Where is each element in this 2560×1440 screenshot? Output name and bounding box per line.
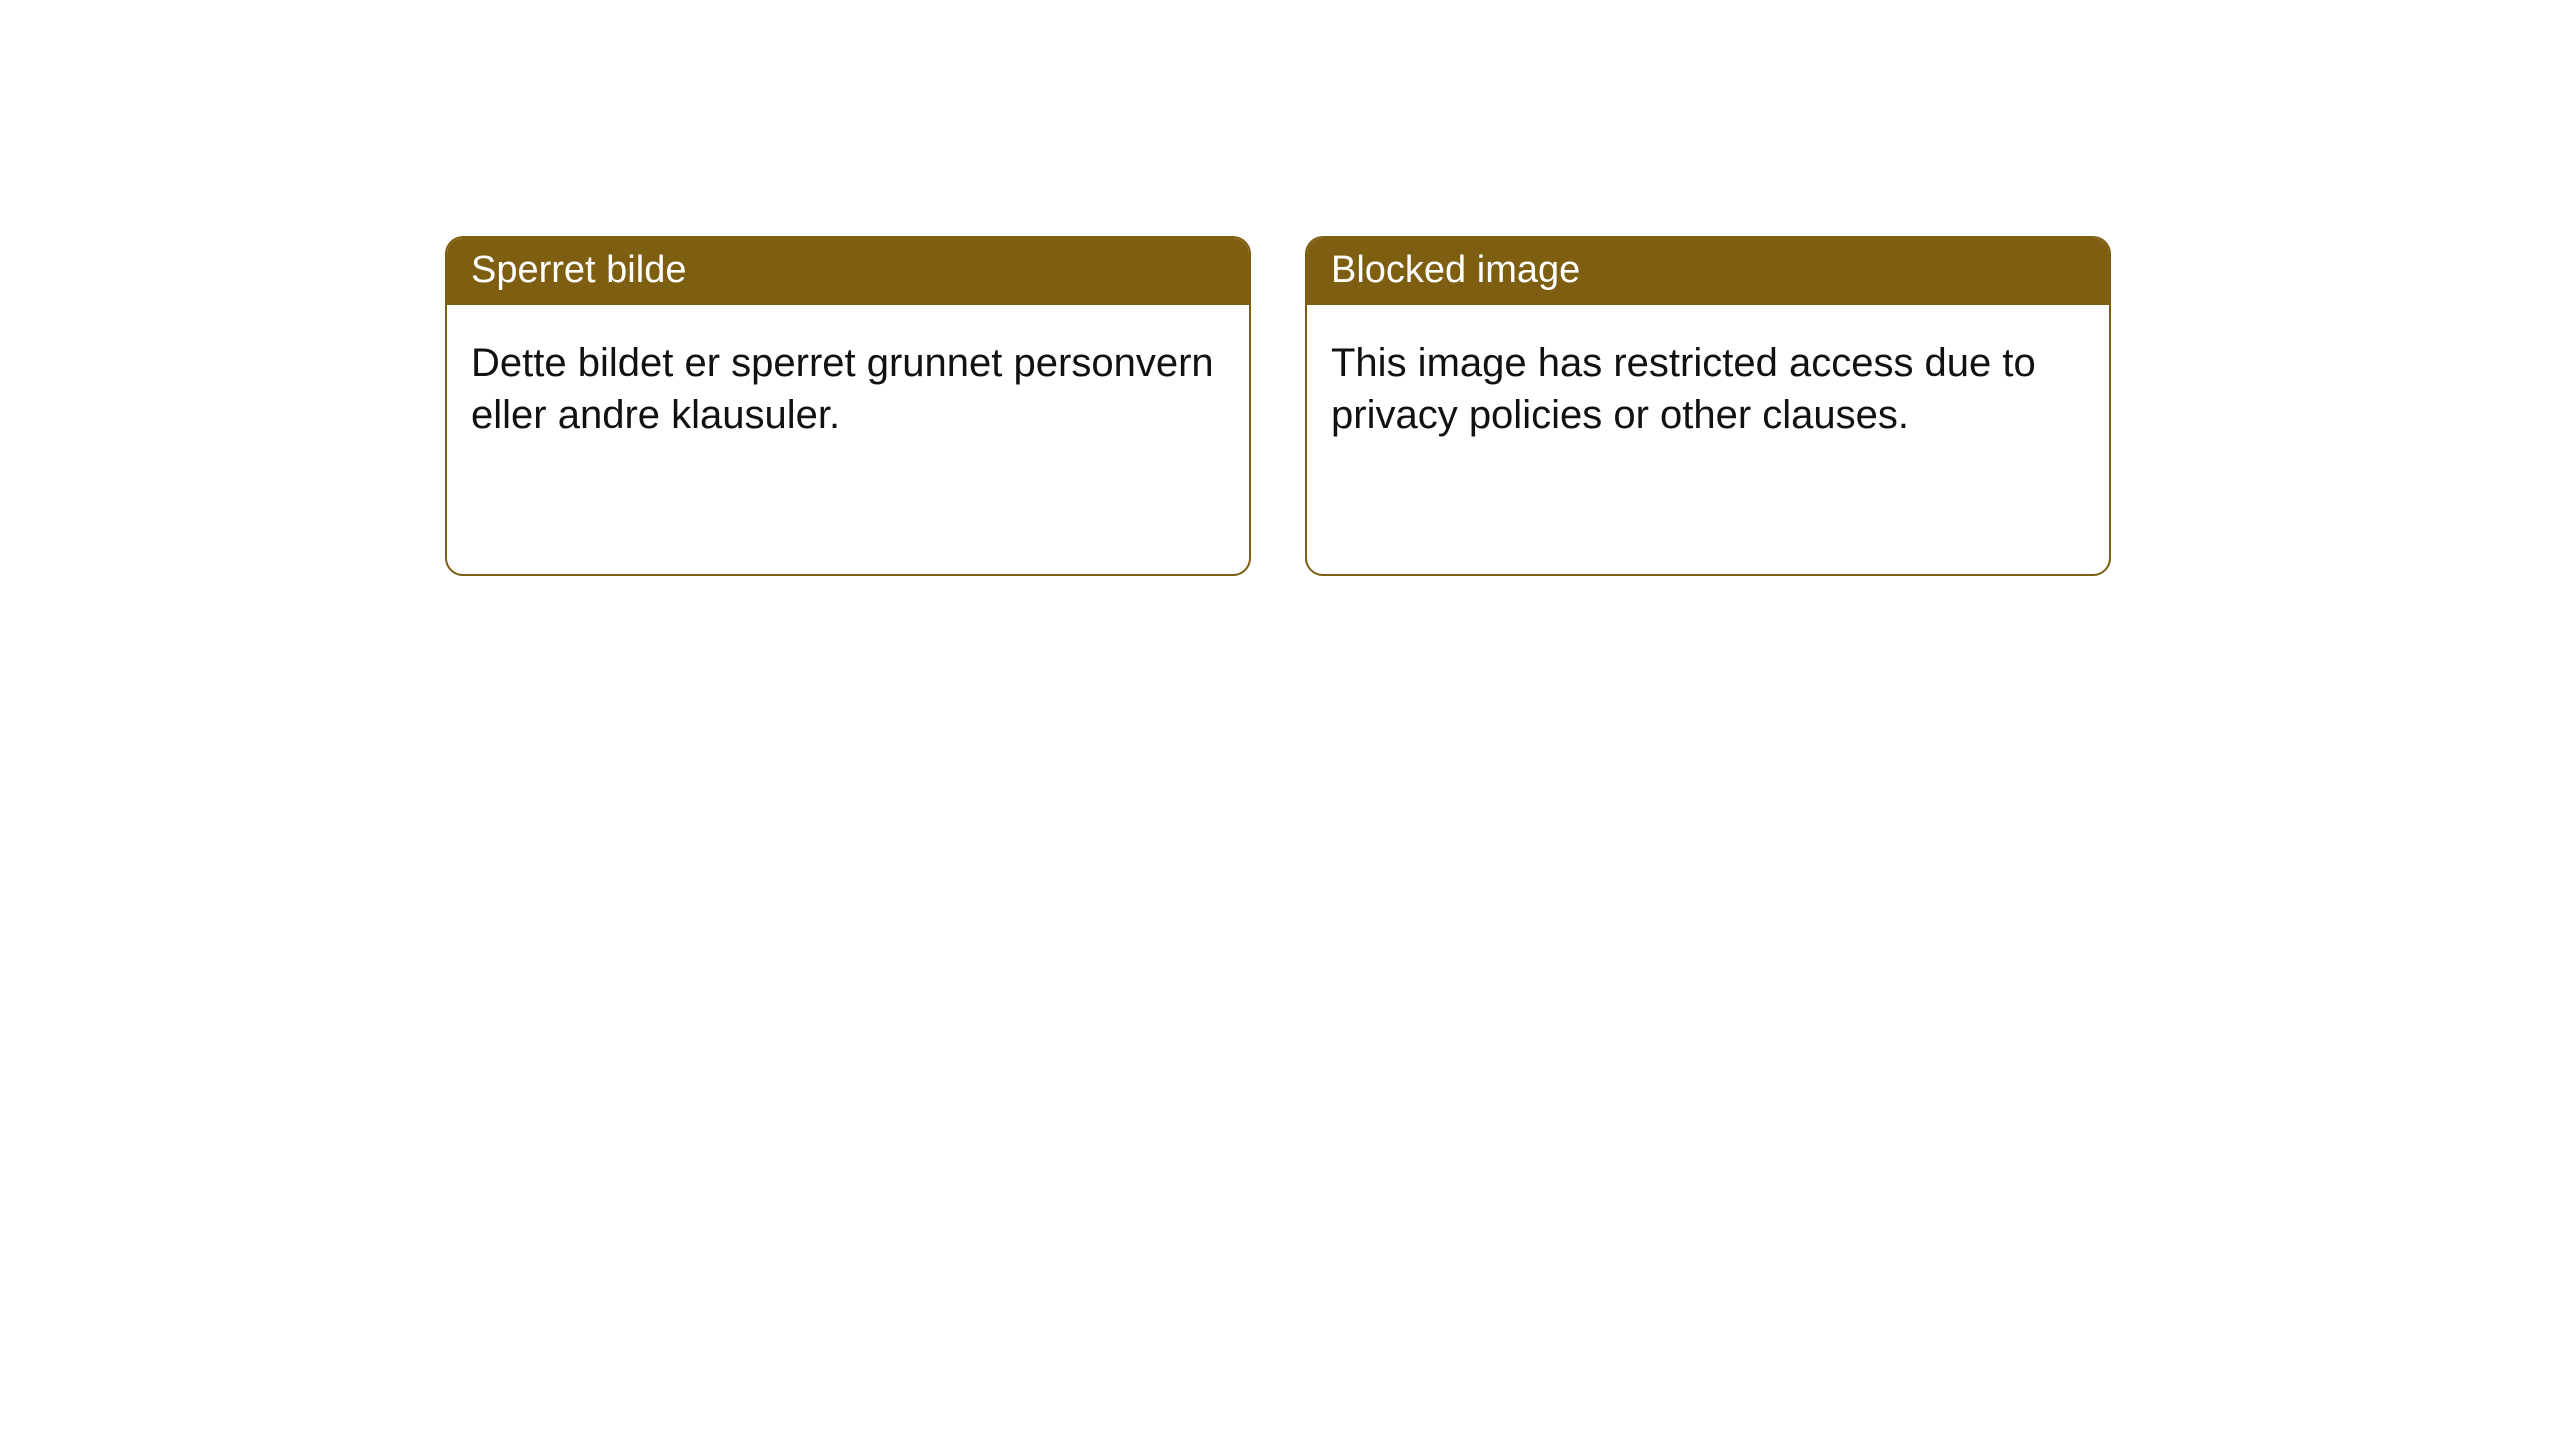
card-body: Dette bildet er sperret grunnet personve… bbox=[447, 305, 1249, 473]
card-header: Blocked image bbox=[1307, 238, 2109, 305]
card-message: Dette bildet er sperret grunnet personve… bbox=[471, 341, 1214, 437]
info-cards-container: Sperret bilde Dette bildet er sperret gr… bbox=[445, 236, 2111, 576]
card-title: Blocked image bbox=[1331, 249, 1580, 291]
card-title: Sperret bilde bbox=[471, 249, 686, 291]
card-message: This image has restricted access due to … bbox=[1331, 341, 2036, 437]
card-body: This image has restricted access due to … bbox=[1307, 305, 2109, 473]
info-card-english: Blocked image This image has restricted … bbox=[1305, 236, 2111, 576]
card-header: Sperret bilde bbox=[447, 238, 1249, 305]
info-card-norwegian: Sperret bilde Dette bildet er sperret gr… bbox=[445, 236, 1251, 576]
